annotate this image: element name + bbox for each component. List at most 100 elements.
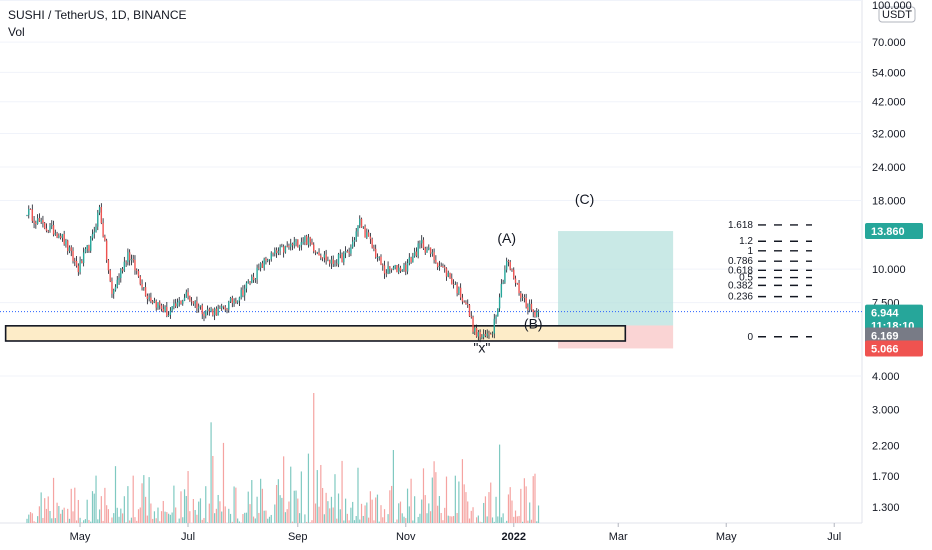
volume-bar [500, 517, 502, 523]
candle-body [482, 334, 485, 338]
volume-bar [309, 522, 311, 523]
candle-body [277, 251, 280, 254]
volume-bar [160, 511, 163, 523]
candle-body [339, 253, 341, 255]
volume-bar [507, 494, 510, 523]
candle [137, 269, 140, 278]
volume-bar [75, 520, 78, 523]
candle-body [534, 311, 536, 317]
candle-body [286, 245, 288, 247]
candle-body [100, 207, 103, 224]
candle-body [40, 219, 42, 222]
volume-bar [132, 475, 134, 523]
volume-bar [391, 485, 393, 523]
currency-badge-label: USDT [882, 9, 912, 21]
candle-body [229, 297, 232, 302]
candle-body [272, 252, 274, 254]
candle [467, 299, 469, 308]
volume-bar [392, 450, 394, 523]
candle-body [242, 289, 244, 296]
volume-bar [157, 507, 159, 523]
candle [65, 238, 67, 248]
candle-body [336, 263, 338, 265]
volume-bar [488, 492, 490, 523]
stop-price-tag[interactable]: 5.066 [865, 340, 923, 357]
candle [205, 310, 207, 319]
candle-body [364, 226, 366, 238]
candle-body [210, 308, 212, 312]
currency-badge[interactable] [878, 6, 916, 23]
candle [279, 244, 281, 256]
volume-bar [458, 481, 460, 523]
volume-bar [26, 518, 28, 523]
candle [284, 245, 287, 254]
candle [438, 260, 441, 271]
volume-bar [129, 520, 131, 523]
candle [90, 236, 92, 253]
volume-bar [506, 520, 508, 523]
entry-price-tag[interactable]: 6.169 [865, 327, 923, 344]
candle-body [235, 300, 237, 303]
volume-bar [256, 496, 258, 523]
volume-bar [424, 495, 426, 523]
candle [212, 308, 214, 317]
volume-bar [371, 499, 373, 523]
volume-bar [516, 516, 518, 523]
candle-body [449, 272, 451, 279]
candle [40, 217, 42, 224]
candle [231, 295, 234, 308]
candle-body [105, 240, 108, 261]
volume-bar [307, 453, 310, 523]
candle-body [189, 296, 191, 301]
price-axis-label: 54.000 [872, 67, 906, 79]
candle-body [401, 269, 403, 272]
fib-level-label: 0.5 [739, 273, 753, 284]
candle-body [118, 277, 120, 280]
candle [166, 301, 168, 318]
candle-body [226, 309, 228, 311]
candle-body [536, 312, 538, 317]
candle [452, 279, 455, 289]
candle [518, 279, 520, 296]
candle [159, 300, 161, 310]
volume-bar [102, 520, 104, 523]
volume-bar [106, 505, 108, 523]
volume-bar [357, 467, 359, 523]
candle [504, 265, 506, 284]
target-price-tag[interactable]: 13.860 [865, 223, 923, 240]
candle [45, 223, 48, 233]
volume-bar [178, 518, 180, 523]
candle [107, 259, 110, 274]
candle [339, 249, 341, 259]
candle [105, 238, 108, 263]
candle [143, 287, 145, 291]
candle-body [102, 223, 104, 237]
candle-body [382, 264, 384, 266]
candle-body [321, 257, 324, 259]
volume-bar [385, 522, 387, 523]
candle-body [249, 281, 251, 283]
candle-body [488, 333, 490, 335]
candle [534, 310, 536, 318]
volume-bar [428, 503, 430, 523]
volume-bar [286, 509, 288, 523]
support-zone[interactable] [4, 325, 627, 342]
candle [436, 262, 439, 271]
candle [187, 288, 189, 300]
volume-bar [419, 513, 421, 523]
candle-body [392, 267, 395, 270]
candle-body [275, 250, 278, 254]
candle-body [196, 301, 198, 309]
volume-bar [297, 498, 299, 523]
candle [201, 303, 203, 320]
volume-bar [394, 522, 396, 523]
volume-bar [456, 512, 458, 523]
candle [180, 300, 182, 305]
volume-bar [137, 509, 140, 523]
volume-bar [403, 516, 405, 523]
fib-level-label: 0.382 [728, 280, 753, 291]
candle [79, 256, 81, 275]
volume-bar [444, 507, 446, 523]
candle [86, 244, 88, 253]
